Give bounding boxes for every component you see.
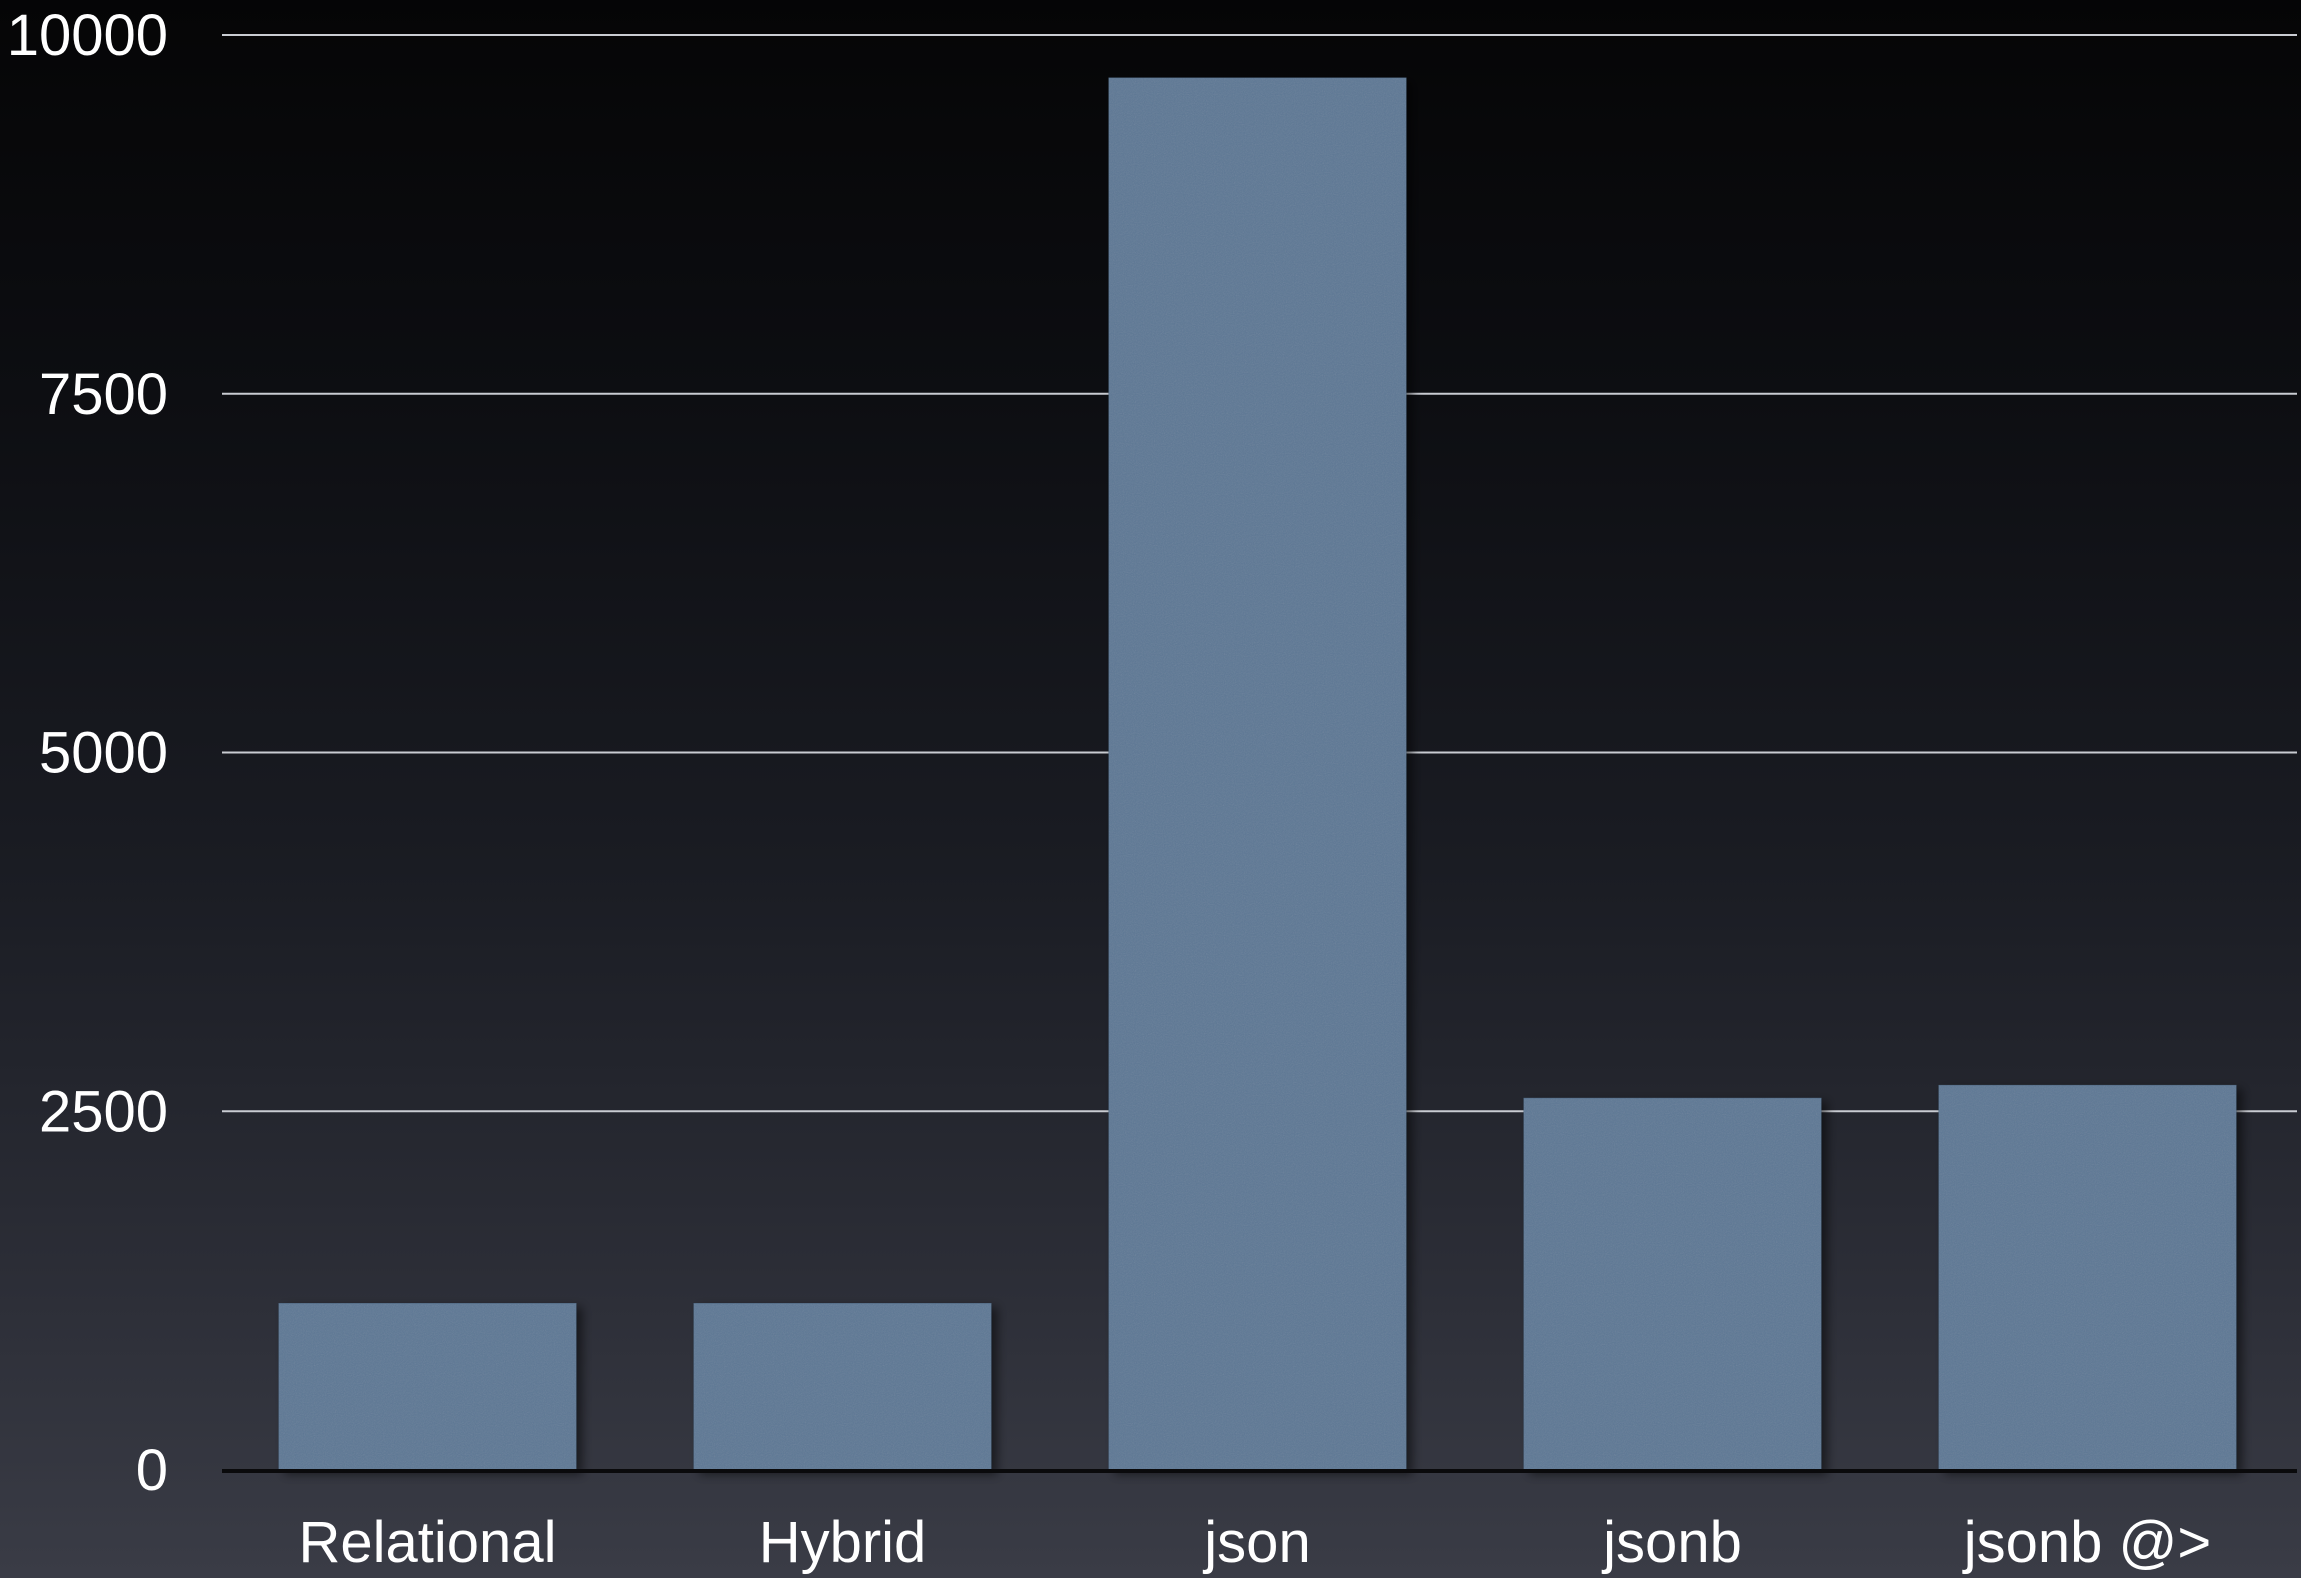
bar-texture-relational bbox=[279, 1303, 576, 1470]
bar-texture-jsonb bbox=[1939, 1085, 2236, 1470]
y-tick-label-0: 0 bbox=[136, 1438, 168, 1503]
x-tick-label-jsonb: jsonb bbox=[1601, 1510, 1742, 1575]
y-axis-tick-labels: 0 2500 5000 7500 10000 bbox=[7, 3, 168, 1503]
y-tick-label-5000: 5000 bbox=[39, 721, 168, 786]
x-tick-label-json: json bbox=[1202, 1510, 1310, 1575]
bar-texture-jsonb bbox=[1524, 1098, 1821, 1470]
x-tick-label-jsonb: jsonb @> bbox=[1962, 1510, 2212, 1575]
bar-texture-json bbox=[1109, 78, 1406, 1470]
bar-texture-hybrid bbox=[694, 1303, 991, 1470]
y-tick-label-2500: 2500 bbox=[39, 1079, 168, 1144]
bars bbox=[278, 77, 2237, 1471]
x-axis-category-labels: Relational Hybrid json jsonb jsonb @> bbox=[299, 1510, 2212, 1575]
y-tick-label-10000: 10000 bbox=[7, 3, 168, 68]
x-tick-label-hybrid: Hybrid bbox=[759, 1510, 927, 1575]
x-tick-label-relational: Relational bbox=[299, 1510, 557, 1575]
y-tick-label-7500: 7500 bbox=[39, 362, 168, 427]
